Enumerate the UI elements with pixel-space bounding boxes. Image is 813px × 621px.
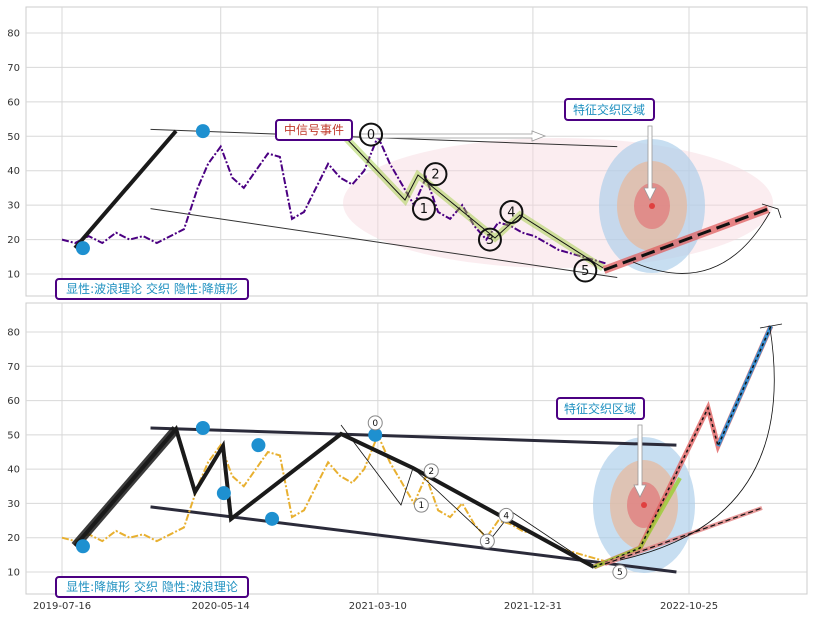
top-y-tick-labels: 10 20 30 40 50 60 70 80 xyxy=(7,29,20,281)
wave-label: 4 xyxy=(507,206,515,221)
bottom-trend-lines xyxy=(150,426,677,574)
swing-point xyxy=(75,539,90,554)
wave-label: 0 xyxy=(372,419,378,429)
y-tick-label: 60 xyxy=(7,97,20,108)
top-swing-markers xyxy=(75,124,210,256)
y-tick-label: 80 xyxy=(7,29,20,40)
wave-point xyxy=(359,122,384,147)
bottom-zone-arrow xyxy=(633,424,647,498)
top-zone-text: 特征交织区域 xyxy=(573,102,645,117)
wave-label: 2 xyxy=(428,467,434,477)
swing-point xyxy=(368,427,383,442)
x-tick-label: 2022-10-25 xyxy=(660,601,718,612)
y-tick-label: 20 xyxy=(7,533,20,544)
bottom-swing-markers xyxy=(75,421,383,554)
wave-point xyxy=(423,463,439,479)
wave-label: 0 xyxy=(367,128,375,143)
wave-label: 3 xyxy=(486,233,494,248)
y-tick-label: 30 xyxy=(7,201,20,212)
y-tick-label: 70 xyxy=(7,63,20,74)
wave-label: 2 xyxy=(431,168,439,183)
bottom-swing-thick xyxy=(71,426,180,549)
wave-point xyxy=(612,564,628,580)
x-tick-label: 2021-12-31 xyxy=(504,601,562,612)
bottom-zone-label: 特征交织区域 xyxy=(556,397,645,420)
bottom-y-tick-labels: 10 20 30 40 50 60 70 80 xyxy=(7,328,20,579)
y-tick-label: 60 xyxy=(7,396,20,407)
top-projection-tip xyxy=(761,203,782,219)
wave-label: 5 xyxy=(617,568,623,578)
wave-label: 1 xyxy=(420,202,428,217)
bottom-pattern-label: 显性:降旗形 交织 隐性:波浪理论 xyxy=(55,576,249,598)
wave-point xyxy=(413,497,429,513)
trend-line xyxy=(150,426,677,447)
y-tick-label: 50 xyxy=(7,132,20,143)
top-event-arrow xyxy=(359,130,547,142)
x-tick-label: 2021-03-10 xyxy=(349,601,407,612)
top-projection-line xyxy=(603,207,769,272)
y-tick-label: 10 xyxy=(7,270,20,281)
swing-point xyxy=(251,438,266,453)
top-price-series xyxy=(61,133,608,265)
top-panel: 10 20 30 40 50 60 70 80 0 1 2 34 5 xyxy=(7,6,808,300)
x-tick-label: 2019-07-16 xyxy=(33,601,91,612)
swing-point xyxy=(195,124,210,139)
bottom-swing-line xyxy=(73,424,595,569)
top-event-text: 中信号事件 xyxy=(284,122,344,137)
swing-point xyxy=(265,511,280,526)
y-tick-label: 40 xyxy=(7,465,20,476)
bottom-pattern-text: 显性:降旗形 交织 隐性:波浪理论 xyxy=(66,579,238,594)
wave-point xyxy=(573,258,598,283)
bottom-projection-line xyxy=(593,325,772,568)
y-tick-label: 70 xyxy=(7,362,20,373)
bottom-projection-tip xyxy=(759,323,783,329)
top-event-label: 中信号事件 xyxy=(275,119,353,141)
wave-point xyxy=(479,533,495,549)
wave-point xyxy=(423,162,448,187)
top-projection-curve xyxy=(632,211,771,274)
top-zone-arrow xyxy=(643,125,657,201)
wave-label: 1 xyxy=(418,501,424,511)
bottom-zone-text: 特征交织区域 xyxy=(564,401,636,416)
y-tick-label: 20 xyxy=(7,235,20,246)
swing-point xyxy=(216,486,231,501)
bottom-x-tick-labels: 2019-07-16 2020-05-14 2021-03-10 2021-12-31… xyxy=(33,601,718,612)
wave-point xyxy=(411,196,436,221)
wave-point xyxy=(367,415,383,431)
y-tick-label: 30 xyxy=(7,499,20,510)
top-target-zone xyxy=(599,139,705,273)
wave-point xyxy=(499,200,524,225)
y-tick-label: 50 xyxy=(7,430,20,441)
bottom-target-zone xyxy=(593,437,695,573)
wave-point xyxy=(477,227,502,252)
y-tick-label: 40 xyxy=(7,166,20,177)
swing-point xyxy=(195,421,210,435)
bottom-wave-markers: 0 1 2 3 4 5 xyxy=(367,415,628,580)
bottom-price-series xyxy=(61,432,608,563)
y-tick-label: 80 xyxy=(7,328,20,339)
bottom-projection-low-line xyxy=(604,507,763,565)
top-wave-line xyxy=(344,136,604,269)
wave-label: 4 xyxy=(503,511,509,521)
wave-point xyxy=(498,507,514,523)
top-wave-markers: 0 1 2 34 5 xyxy=(359,122,598,283)
top-swing-line xyxy=(73,129,178,250)
wave-label: 5 xyxy=(581,264,589,279)
swing-point xyxy=(75,241,90,256)
top-pattern-text: 显性:波浪理论 交织 隐性:降旗形 xyxy=(66,281,238,296)
trend-line xyxy=(150,208,618,278)
top-pattern-label: 显性:波浪理论 交织 隐性:降旗形 xyxy=(55,278,249,300)
top-zone-label: 特征交织区域 xyxy=(564,98,655,121)
wave-label: 3 xyxy=(484,537,490,547)
bottom-wave-line xyxy=(340,424,595,568)
y-tick-label: 10 xyxy=(7,568,20,579)
trend-line xyxy=(150,505,677,574)
x-tick-label: 2020-05-14 xyxy=(192,601,250,612)
bottom-projection-curve xyxy=(619,327,775,561)
